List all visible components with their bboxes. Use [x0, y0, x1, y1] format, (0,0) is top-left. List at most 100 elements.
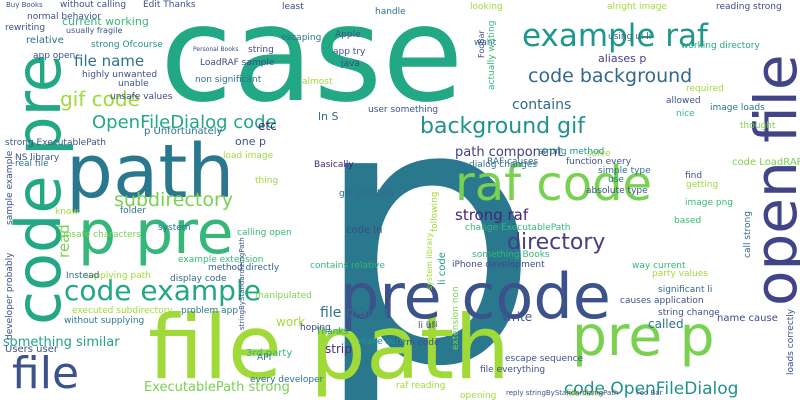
word: almost — [302, 77, 333, 87]
word: relative — [26, 35, 64, 46]
word: code OpenFileDialog — [564, 379, 738, 399]
word: use — [608, 175, 624, 185]
word: user something — [368, 105, 438, 115]
word: OpenFileDialog code — [92, 112, 277, 133]
word: loads correctly — [786, 308, 796, 375]
word: code background — [528, 65, 692, 87]
word: rewriting — [5, 23, 45, 33]
word: 3rd party — [246, 348, 292, 359]
word: required — [686, 84, 724, 94]
word: system library — [425, 233, 434, 290]
word: party values — [652, 269, 708, 279]
word: file form — [566, 389, 604, 399]
word: code example — [64, 274, 261, 307]
word: Basically — [314, 160, 354, 170]
word: Foo Bar — [636, 389, 663, 397]
word: file name — [74, 52, 144, 70]
word: real file — [15, 159, 49, 169]
word: escaping — [281, 33, 321, 43]
word: RAF causes — [487, 157, 538, 167]
word: file path — [148, 296, 510, 399]
word: file — [12, 348, 79, 399]
word: supplying path — [84, 271, 151, 281]
word: manipulated — [255, 291, 312, 301]
word: image png — [685, 198, 733, 208]
word: raf reading — [396, 381, 445, 391]
word: following — [430, 192, 440, 232]
word: Instead — [66, 271, 99, 281]
word: subdirectory — [114, 189, 233, 211]
word: highly unwanted — [82, 70, 157, 80]
word: something similar — [3, 335, 120, 350]
word: ExecutablePath strong — [144, 380, 290, 395]
word: Buy Books — [6, 1, 43, 9]
word: using ul li — [608, 32, 651, 42]
word: example extension — [178, 255, 263, 265]
word: one p — [235, 135, 266, 148]
word: change ExecutablePath — [465, 223, 570, 233]
word: java — [340, 59, 360, 69]
word: extension non — [451, 286, 461, 350]
word: called — [648, 317, 684, 331]
word: load image — [223, 151, 274, 161]
word: file everything — [480, 365, 545, 375]
word: non significant — [195, 75, 262, 85]
word: contains relative — [310, 261, 385, 271]
word: read — [55, 224, 73, 258]
word: li code — [437, 252, 448, 285]
word: nice — [676, 109, 695, 119]
word: unsafe characters — [60, 230, 141, 240]
word: causes application — [620, 296, 704, 306]
word: want — [474, 38, 497, 48]
word: LoadRAF sample — [200, 58, 275, 68]
word: working directory — [681, 41, 760, 51]
word: string — [248, 45, 274, 55]
word: strong raf — [455, 206, 529, 224]
word: make sure — [358, 337, 405, 347]
word: based — [674, 216, 701, 226]
word: solve — [587, 149, 611, 159]
word: sample example — [5, 150, 15, 225]
word: looking — [470, 2, 503, 12]
word: file dialog — [320, 305, 388, 321]
word: image loads — [710, 103, 765, 113]
word: gif code — [60, 87, 140, 111]
word: problem app — [181, 306, 238, 316]
word: find — [685, 171, 702, 181]
word: normal behavior — [27, 12, 101, 22]
word: p pre — [78, 198, 234, 268]
word: usually fragile — [66, 26, 122, 35]
word: raf code — [455, 156, 652, 212]
word: etc — [258, 119, 277, 133]
word: strong Ofcourse — [91, 40, 163, 50]
word: Apple — [335, 30, 361, 40]
word: directory — [507, 230, 605, 255]
word: pre code — [340, 260, 611, 333]
word: thing — [255, 176, 278, 186]
word: unsafe values — [110, 92, 173, 102]
word: folder — [120, 206, 146, 216]
word: li li — [426, 320, 437, 329]
word: string change — [658, 308, 720, 318]
word: significant li — [658, 285, 712, 295]
word: current working — [62, 15, 149, 28]
word: strip — [325, 342, 352, 356]
word: Personal Books — [193, 46, 238, 53]
word: code pre — [2, 54, 75, 325]
word: Edit Thanks — [143, 0, 196, 10]
word: code LoadRAF — [732, 157, 800, 168]
word: alright image — [607, 2, 668, 12]
word: way current — [632, 261, 686, 271]
word: developer probably — [5, 252, 15, 340]
word: thought — [740, 121, 776, 131]
word: ln S — [318, 110, 339, 123]
word: app open — [33, 51, 75, 61]
word: li ul — [418, 321, 434, 331]
word: NS library — [15, 153, 60, 163]
word: call strong — [743, 211, 753, 258]
word: example raf — [522, 18, 709, 54]
word: simple type — [598, 166, 651, 176]
word: pre p — [572, 304, 715, 368]
word: API — [257, 353, 271, 363]
